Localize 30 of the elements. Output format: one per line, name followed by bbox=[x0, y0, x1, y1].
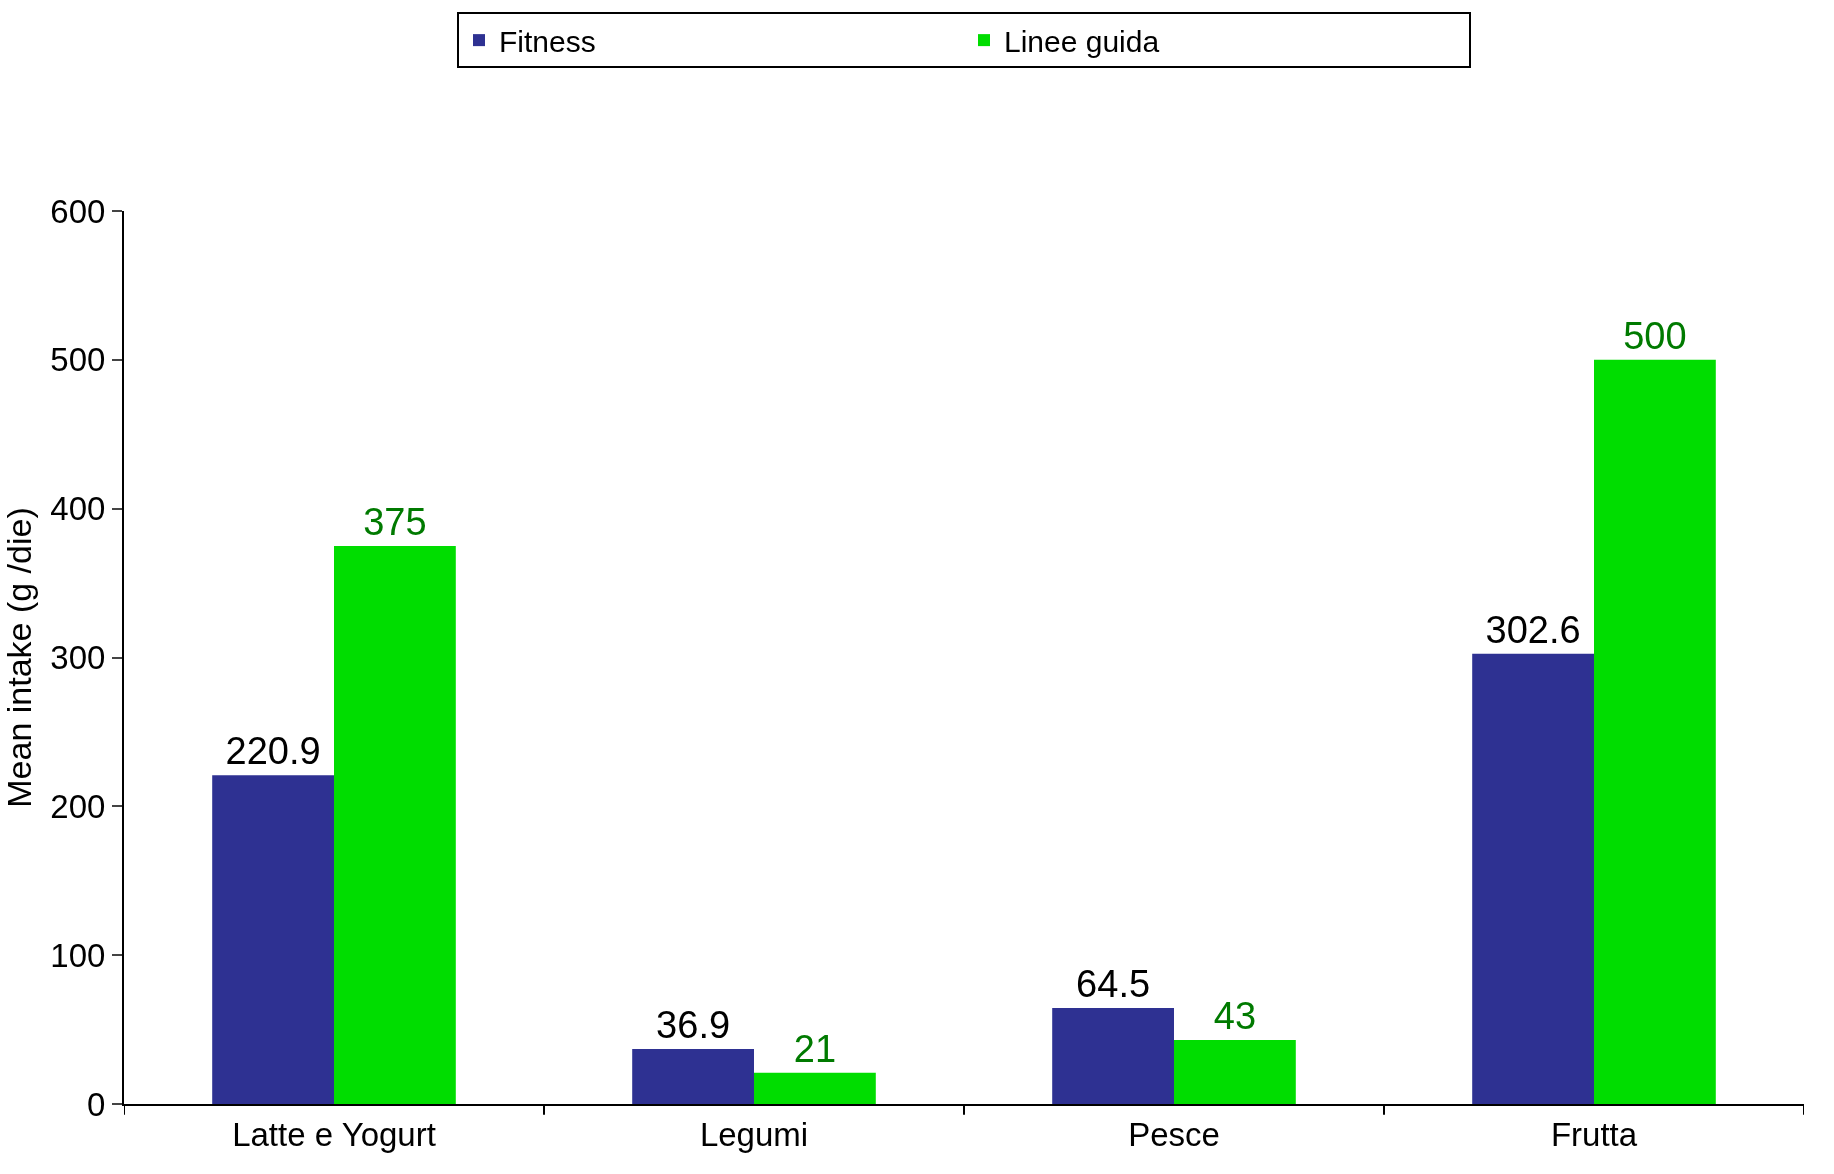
bar bbox=[1052, 1008, 1174, 1104]
data-label: 21 bbox=[793, 1027, 837, 1070]
y-tick-label: 200 bbox=[50, 787, 106, 825]
y-tick-label: 500 bbox=[50, 341, 106, 379]
x-tick-label: Frutta bbox=[1550, 1115, 1638, 1153]
data-label: 220.9 bbox=[225, 730, 321, 773]
bar bbox=[1594, 359, 1716, 1104]
y-tick-label: 400 bbox=[50, 490, 106, 528]
bar bbox=[754, 1072, 876, 1104]
data-label: 375 bbox=[363, 500, 427, 543]
y-axis-title: Mean intake (g /die) bbox=[0, 507, 38, 808]
data-label: 302.6 bbox=[1485, 608, 1581, 651]
bar bbox=[1472, 653, 1594, 1104]
y-tick-label: 600 bbox=[50, 192, 106, 230]
x-tick-label: Pesce bbox=[1128, 1115, 1220, 1153]
data-label: 64.5 bbox=[1076, 963, 1151, 1005]
legend-label: Linee guida bbox=[1004, 24, 1160, 58]
y-tick-label: 100 bbox=[50, 936, 106, 974]
x-tick-label: Latte e Yogurt bbox=[232, 1115, 436, 1153]
y-tick-label: 300 bbox=[50, 639, 106, 677]
data-label: 500 bbox=[1623, 314, 1687, 357]
data-label: 43 bbox=[1213, 995, 1257, 1037]
bar bbox=[632, 1049, 754, 1104]
legend-label: Fitness bbox=[499, 24, 596, 58]
y-tick-label: 0 bbox=[87, 1085, 106, 1123]
bar bbox=[334, 545, 456, 1104]
bar bbox=[1174, 1040, 1296, 1104]
data-label: 36.9 bbox=[656, 1004, 731, 1047]
x-tick-label: Legumi bbox=[699, 1115, 809, 1153]
bar bbox=[212, 775, 334, 1104]
